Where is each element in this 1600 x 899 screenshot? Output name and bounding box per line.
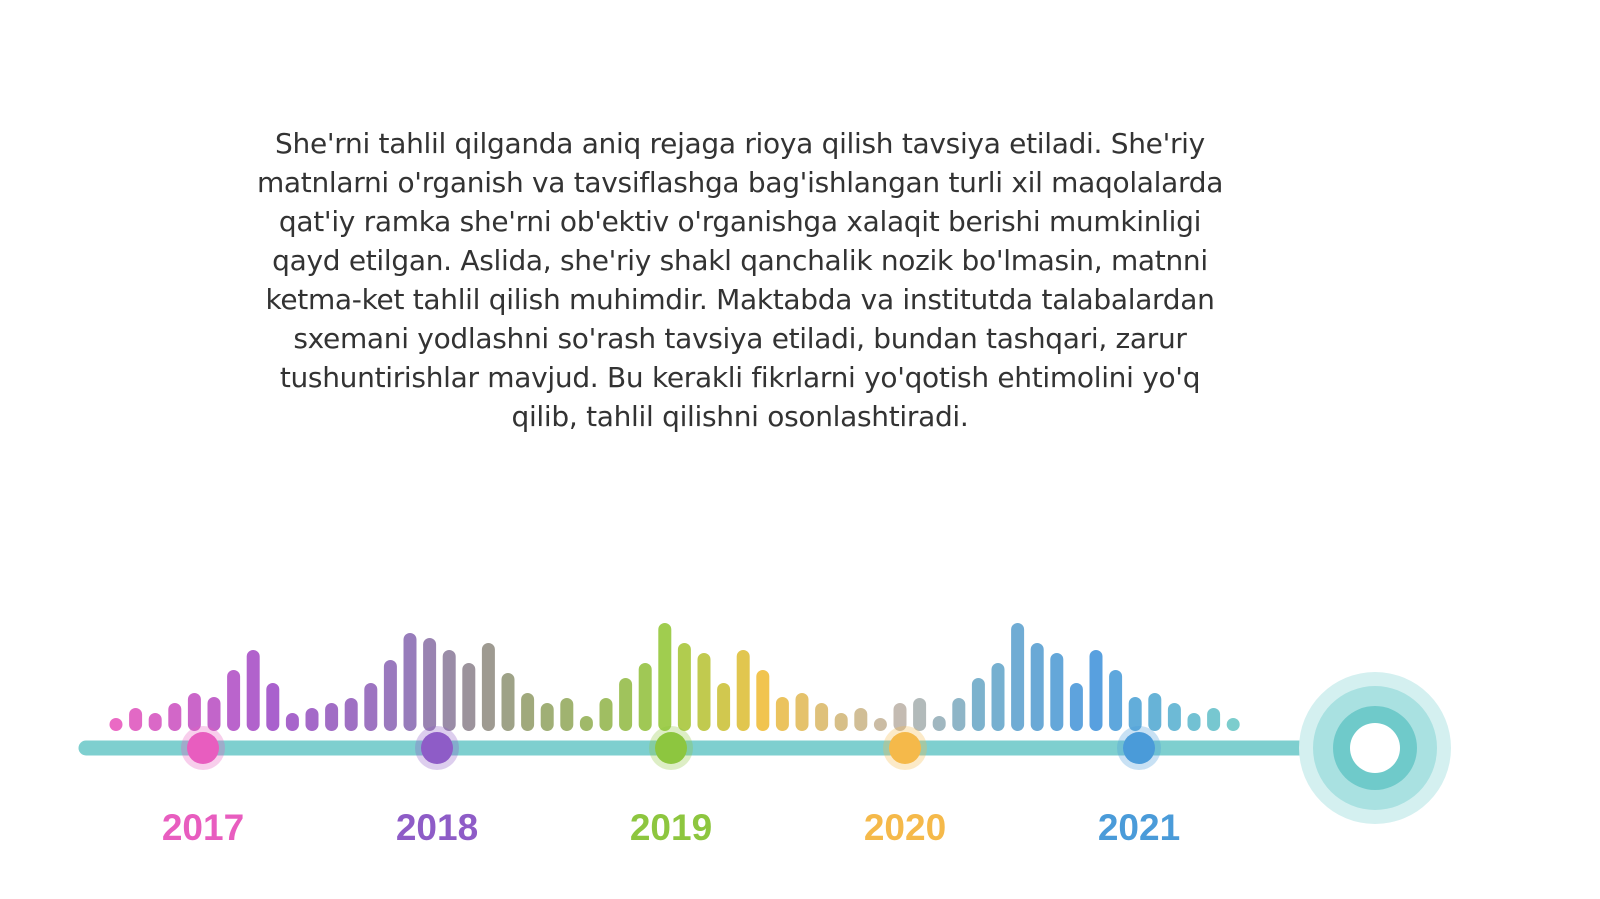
deco-bar bbox=[1148, 693, 1162, 731]
paragraph: She'rni tahlil qilganda aniq rejaga rioy… bbox=[190, 124, 1290, 436]
deco-bar bbox=[717, 683, 731, 731]
text-line: sxemani yodlashni so'rash tavsiya etilad… bbox=[293, 322, 1187, 355]
deco-bar bbox=[364, 683, 378, 731]
text-line: matnlarni o'rganish va tavsiflashga bag'… bbox=[256, 166, 1224, 199]
years: 2017 2018 2019 2020 2021 bbox=[162, 726, 1180, 848]
year-label: 2018 bbox=[396, 807, 478, 848]
deco-bar bbox=[873, 718, 887, 731]
deco-bar bbox=[187, 693, 201, 731]
deco-bar bbox=[227, 670, 241, 731]
deco-bar bbox=[697, 653, 711, 731]
deco-bar bbox=[1167, 703, 1181, 731]
deco-bar bbox=[501, 673, 515, 731]
deco-bar bbox=[1207, 708, 1221, 731]
text-line: qat'iy ramka she'rni ob'ektiv o'rganishg… bbox=[278, 205, 1202, 238]
deco-bar bbox=[344, 698, 358, 731]
deco-bar bbox=[207, 697, 221, 731]
deco-bar bbox=[109, 718, 123, 731]
deco-bar bbox=[305, 708, 319, 731]
text-line: tushuntirishlar mavjud. Bu kerakli fikrl… bbox=[279, 361, 1201, 394]
deco-bar bbox=[599, 698, 613, 731]
year-label: 2019 bbox=[630, 807, 712, 848]
deco-bar bbox=[1050, 653, 1064, 731]
deco-bar bbox=[403, 633, 417, 731]
deco-bar bbox=[1128, 697, 1142, 731]
deco-bar bbox=[1187, 713, 1201, 731]
bars bbox=[109, 623, 1240, 731]
deco-bar bbox=[913, 698, 927, 731]
deco-bar bbox=[677, 643, 691, 731]
deco-bar bbox=[521, 693, 535, 731]
deco-bar bbox=[560, 698, 574, 731]
deco-bar bbox=[1109, 670, 1123, 731]
deco-bar bbox=[1226, 718, 1240, 731]
year-dot bbox=[421, 732, 453, 764]
deco-bar bbox=[1069, 683, 1083, 731]
deco-bar bbox=[971, 678, 985, 731]
deco-bar bbox=[325, 703, 339, 731]
deco-bar bbox=[579, 716, 593, 731]
deco-bar bbox=[932, 716, 946, 731]
deco-bar bbox=[619, 678, 633, 731]
deco-bar bbox=[423, 638, 437, 731]
deco-bar bbox=[834, 713, 848, 731]
deco-bar bbox=[795, 693, 809, 731]
deco-bar bbox=[638, 663, 652, 731]
end-center bbox=[1350, 723, 1400, 773]
deco-bar bbox=[383, 660, 397, 731]
deco-bar bbox=[462, 663, 476, 731]
deco-bar bbox=[266, 683, 280, 731]
year-label: 2017 bbox=[162, 807, 244, 848]
deco-bar bbox=[481, 643, 495, 731]
year-dot bbox=[655, 732, 687, 764]
deco-bar bbox=[991, 663, 1005, 731]
deco-bar bbox=[246, 650, 260, 731]
deco-bar bbox=[893, 703, 907, 731]
deco-bar bbox=[854, 708, 868, 731]
text-line: qayd etilgan. Aslida, she'riy shakl qanc… bbox=[272, 244, 1208, 277]
deco-bar bbox=[285, 713, 299, 731]
deco-bar bbox=[756, 670, 770, 731]
deco-bar bbox=[952, 698, 966, 731]
deco-bar bbox=[540, 703, 554, 731]
year-dot bbox=[187, 732, 219, 764]
year-label: 2020 bbox=[864, 807, 946, 848]
deco-bar bbox=[1089, 650, 1103, 731]
deco-bar bbox=[658, 623, 672, 731]
deco-bar bbox=[775, 697, 789, 731]
text-line: She'rni tahlil qilganda aniq rejaga rioy… bbox=[275, 127, 1205, 160]
year-dot bbox=[1123, 732, 1155, 764]
year-label: 2021 bbox=[1098, 807, 1180, 848]
text-line: qilib, tahlil qilishni osonlashtiradi. bbox=[511, 400, 969, 433]
deco-bar bbox=[736, 650, 750, 731]
deco-bar bbox=[168, 703, 182, 731]
year-dot bbox=[889, 732, 921, 764]
deco-bar bbox=[442, 650, 456, 731]
deco-bar bbox=[148, 713, 162, 731]
deco-bar bbox=[129, 708, 143, 731]
text-line: ketma-ket tahlil qilish muhimdir. Maktab… bbox=[265, 283, 1215, 316]
deco-bar bbox=[1030, 643, 1044, 731]
deco-bar bbox=[1011, 623, 1025, 731]
deco-bar bbox=[815, 703, 829, 731]
